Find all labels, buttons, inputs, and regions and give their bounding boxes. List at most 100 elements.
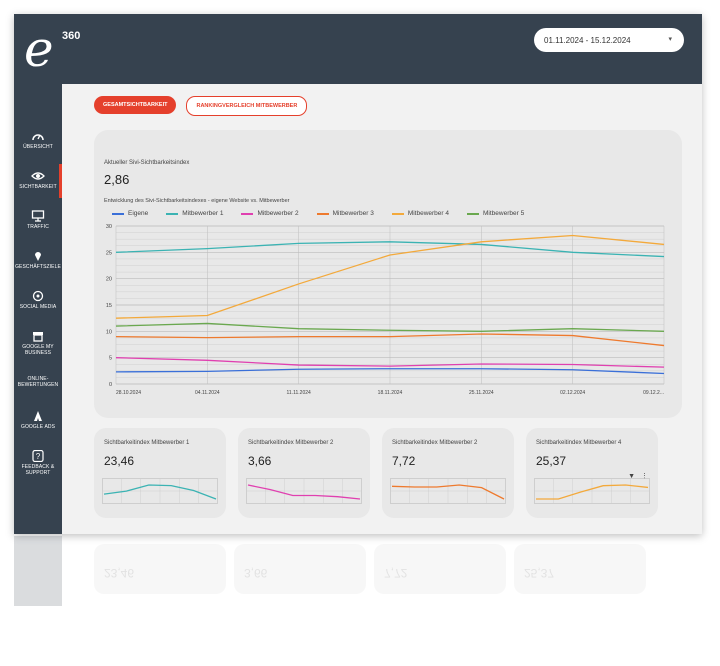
competitor-card-title: Sichtbarkeitindex Mitbewerber 4 bbox=[536, 440, 622, 446]
tab-ranking-comparison[interactable]: RANKINGVERGLEICH MITBEWERBER bbox=[186, 96, 308, 116]
sidebar-item-label: FEEDBACK & SUPPORT bbox=[21, 464, 55, 476]
legend-item[interactable]: Mitbewerber 3 bbox=[316, 210, 374, 217]
more-menu-icon[interactable]: ⋮ bbox=[641, 473, 648, 480]
date-range-value: 01.11.2024 - 15.12.2024 bbox=[544, 35, 631, 45]
store-icon bbox=[33, 332, 43, 342]
legend-swatch bbox=[391, 212, 404, 215]
app-window: e 360 01.11.2024 - 15.12.2024 ▾ ÜBERSICH… bbox=[14, 14, 702, 534]
reflection-card bbox=[234, 544, 366, 594]
reflection-value: 7,72 bbox=[384, 566, 408, 580]
sparkline-chart bbox=[246, 478, 362, 504]
competitor-card-value: 25,37 bbox=[536, 454, 567, 468]
sidebar-item-label: TRAFFIC bbox=[27, 224, 49, 230]
reflection-value: 3,66 bbox=[244, 566, 268, 580]
logo: e 360 bbox=[24, 24, 82, 82]
reflection-value: 23,46 bbox=[104, 566, 135, 580]
x-tick-label: 04.11.2024 bbox=[195, 390, 220, 396]
y-tick-label: 10 bbox=[106, 329, 112, 335]
help-icon: ? bbox=[32, 450, 44, 462]
sidebar-item-social-media[interactable]: SOCIAL MEDIA bbox=[14, 290, 62, 310]
sidebar-item-overview[interactable]: ÜBERSICHT bbox=[14, 130, 62, 150]
sparkline-chart bbox=[102, 478, 218, 504]
sidebar-item-label: GESCHÄFTSZIELE bbox=[15, 264, 61, 270]
competitor-cards: Sichtbarkeitindex Mitbewerber 1 23,46 Sich… bbox=[94, 428, 694, 534]
chevron-down-icon: ▾ bbox=[668, 36, 672, 43]
tab-total-visibility[interactable]: GESAMTSICHTBARKEIT bbox=[94, 96, 177, 114]
logo-letter: e bbox=[24, 20, 54, 78]
series-line[interactable] bbox=[115, 368, 665, 375]
x-tick-label: 18.11.2024 bbox=[378, 390, 403, 396]
x-tick-label: 02.12.2024 bbox=[560, 390, 585, 396]
series-line[interactable] bbox=[115, 333, 665, 347]
series-line[interactable] bbox=[115, 234, 665, 319]
sidebar-item-traffic[interactable]: TRAFFIC bbox=[14, 210, 62, 230]
competitor-card: Sichtbarkeitindex Mitbewerber 2 3,66 bbox=[238, 428, 370, 518]
competitor-card-value: 23,46 bbox=[104, 454, 135, 468]
sidebar-item-label: GOOGLE MY BUSINESS bbox=[22, 344, 54, 356]
sidebar-item-google-ads[interactable]: GOOGLE ADS bbox=[14, 410, 62, 430]
legend-label: Mitbewerber 3 bbox=[332, 210, 374, 217]
legend-swatch bbox=[166, 212, 179, 215]
sparkline bbox=[247, 484, 361, 500]
legend-label: Mitbewerber 4 bbox=[407, 210, 449, 217]
legend-item[interactable]: Mitbewerber 1 bbox=[166, 210, 223, 217]
top-bar: e 360 01.11.2024 - 15.12.2024 ▾ bbox=[14, 14, 702, 84]
sidebar-item-label: GOOGLE ADS bbox=[20, 424, 56, 430]
card-tools: ▼ ⋮ bbox=[628, 472, 648, 480]
gauge-icon bbox=[32, 134, 44, 141]
competitor-card: Sichtbarkeitindex Mitbewerber 4 25,37 ▼ ⋮ bbox=[526, 428, 658, 518]
legend-item[interactable]: Mitbewerber 4 bbox=[391, 210, 449, 217]
x-tick-label: 28.10.2024 bbox=[116, 390, 141, 396]
legend-item[interactable]: Mitbewerber 5 bbox=[467, 210, 524, 217]
legend-label: Mitbewerber 2 bbox=[257, 210, 299, 217]
eye-icon bbox=[31, 172, 45, 180]
y-tick-label: 15 bbox=[106, 303, 112, 309]
y-tick-label: 0 bbox=[109, 382, 112, 388]
sparkline bbox=[536, 484, 649, 500]
date-range-select[interactable]: 01.11.2024 - 15.12.2024 ▾ bbox=[534, 28, 684, 52]
sidebar: ÜBERSICHT SICHTBARKEIT TRAFFIC GESCHÄFTS… bbox=[14, 84, 62, 534]
legend-label: Eigene bbox=[128, 210, 149, 217]
reflection-value: 25,37 bbox=[524, 566, 555, 580]
reflection: 23,46 3,66 7,72 25,37 bbox=[14, 536, 702, 666]
sidebar-item-visibility[interactable]: SICHTBARKEIT bbox=[14, 164, 62, 198]
x-tick-label: 25.11.2024 bbox=[469, 390, 494, 396]
sparkline bbox=[103, 484, 217, 500]
reflection-card bbox=[374, 544, 506, 594]
series-line[interactable] bbox=[115, 241, 665, 258]
filter-icon[interactable]: ▼ bbox=[628, 473, 635, 480]
sidebar-item-goals[interactable]: GESCHÄFTSZIELE bbox=[14, 250, 62, 270]
line-chart: 0 5 10 15 20 25 30 28.10.2024 04.11.2024 11.11.20… bbox=[106, 224, 665, 396]
sidebar-item-label: ONLINE-BEWERTUNGEN bbox=[17, 376, 59, 388]
x-tick-label: 09.12.2... bbox=[643, 390, 664, 396]
competitor-card-value: 3,66 bbox=[248, 454, 272, 468]
sidebar-item-label: ÜBERSICHT bbox=[23, 144, 53, 150]
current-index-label: Aktueller Sivi-Sichtbarkeitsindex bbox=[104, 160, 190, 166]
ads-icon bbox=[34, 411, 42, 421]
legend-swatch bbox=[241, 212, 254, 215]
y-tick-label: 25 bbox=[106, 250, 112, 256]
y-tick-label: 5 bbox=[109, 356, 112, 362]
legend-item[interactable]: Eigene bbox=[112, 210, 148, 217]
legend-label: Mitbewerber 5 bbox=[483, 210, 525, 217]
map-pin-icon bbox=[35, 252, 41, 261]
series-line[interactable] bbox=[115, 322, 665, 332]
y-tick-label: 30 bbox=[106, 224, 112, 230]
tab-bar: GESAMTSICHTBARKEIT RANKINGVERGLEICH MITB… bbox=[94, 96, 308, 116]
legend-item[interactable]: Mitbewerber 2 bbox=[241, 210, 299, 217]
y-tick-label: 20 bbox=[106, 277, 112, 283]
legend-label: Mitbewerber 1 bbox=[182, 210, 224, 217]
series-line[interactable] bbox=[115, 357, 665, 368]
sidebar-item-label: SICHTBARKEIT bbox=[19, 184, 57, 190]
chart-legend: Eigene Mitbewerber 1 Mitbewerber 2 Mitbewer… bbox=[112, 210, 524, 217]
sparkline-chart bbox=[534, 478, 650, 504]
legend-swatch bbox=[112, 212, 124, 215]
main-content: GESAMTSICHTBARKEIT RANKINGVERGLEICH MITB… bbox=[62, 84, 702, 534]
competitor-card-value: 7,72 bbox=[392, 454, 416, 468]
sidebar-item-google-my-business[interactable]: GOOGLE MY BUSINESS bbox=[14, 330, 62, 356]
legend-swatch bbox=[316, 212, 329, 215]
sparkline bbox=[391, 484, 505, 500]
sidebar-item-online-reviews[interactable]: ONLINE-BEWERTUNGEN bbox=[14, 376, 62, 388]
competitor-card-title: Sichtbarkeitindex Mitbewerber 2 bbox=[392, 440, 478, 446]
sidebar-item-feedback-support[interactable]: ? FEEDBACK & SUPPORT bbox=[14, 450, 62, 476]
